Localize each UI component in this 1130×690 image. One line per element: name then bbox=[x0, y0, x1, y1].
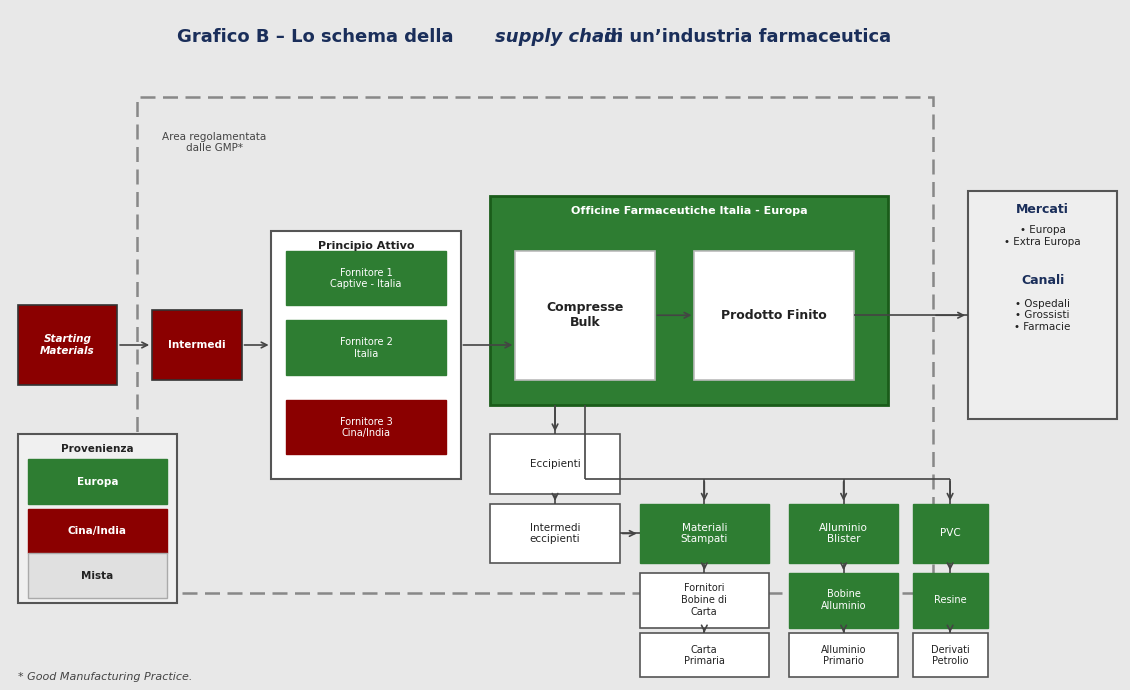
FancyBboxPatch shape bbox=[789, 504, 898, 563]
Text: Fornitore 2
Italia: Fornitore 2 Italia bbox=[339, 337, 392, 359]
FancyBboxPatch shape bbox=[490, 434, 619, 494]
FancyBboxPatch shape bbox=[515, 250, 654, 380]
Text: Area regolamentata
dalle GMP*: Area regolamentata dalle GMP* bbox=[162, 132, 267, 153]
Text: Cina/India: Cina/India bbox=[68, 526, 127, 537]
Text: supply chain: supply chain bbox=[495, 28, 624, 46]
Text: Fornitore 1
Captive - Italia: Fornitore 1 Captive - Italia bbox=[330, 268, 401, 289]
Text: Derivati
Petrolio: Derivati Petrolio bbox=[931, 644, 970, 667]
Text: Mista: Mista bbox=[81, 571, 113, 581]
Text: di un’industria farmaceutica: di un’industria farmaceutica bbox=[598, 28, 890, 46]
Text: Intermedi: Intermedi bbox=[168, 340, 226, 350]
Text: Prodotto Finito: Prodotto Finito bbox=[721, 308, 827, 322]
FancyBboxPatch shape bbox=[18, 434, 177, 603]
Text: Officine Farmaceutiche Italia - Europa: Officine Farmaceutiche Italia - Europa bbox=[571, 206, 808, 216]
FancyBboxPatch shape bbox=[694, 250, 853, 380]
FancyBboxPatch shape bbox=[27, 459, 167, 504]
Text: • Ospedali
• Grossisti
• Farmacie: • Ospedali • Grossisti • Farmacie bbox=[1015, 299, 1071, 332]
FancyBboxPatch shape bbox=[286, 320, 445, 375]
FancyBboxPatch shape bbox=[153, 310, 242, 380]
Text: PVC: PVC bbox=[940, 529, 960, 538]
FancyBboxPatch shape bbox=[490, 196, 888, 404]
Text: Fornitori
Bobine di
Carta: Fornitori Bobine di Carta bbox=[681, 583, 728, 617]
Text: Mercati: Mercati bbox=[1016, 203, 1069, 215]
FancyBboxPatch shape bbox=[913, 633, 988, 678]
FancyBboxPatch shape bbox=[640, 633, 770, 678]
FancyBboxPatch shape bbox=[18, 305, 118, 385]
Text: Resine: Resine bbox=[933, 595, 966, 605]
Text: Materiali
Stampati: Materiali Stampati bbox=[680, 522, 728, 544]
FancyBboxPatch shape bbox=[490, 504, 619, 563]
FancyBboxPatch shape bbox=[968, 191, 1118, 420]
FancyBboxPatch shape bbox=[286, 250, 445, 305]
Text: Europa: Europa bbox=[77, 477, 118, 487]
Text: Starting
Materials: Starting Materials bbox=[41, 334, 95, 356]
FancyBboxPatch shape bbox=[27, 553, 167, 598]
Text: * Good Manufacturing Practice.: * Good Manufacturing Practice. bbox=[18, 672, 192, 682]
FancyBboxPatch shape bbox=[789, 633, 898, 678]
Text: Alluminio
Primario: Alluminio Primario bbox=[820, 644, 867, 667]
Text: Provenienza: Provenienza bbox=[61, 444, 133, 454]
FancyBboxPatch shape bbox=[286, 400, 445, 454]
Text: Alluminio
Blister: Alluminio Blister bbox=[819, 522, 868, 544]
FancyBboxPatch shape bbox=[789, 573, 898, 628]
Text: Fornitore 3
Cina/India: Fornitore 3 Cina/India bbox=[340, 417, 392, 438]
Text: Eccipienti: Eccipienti bbox=[530, 459, 581, 469]
Text: Carta
Primaria: Carta Primaria bbox=[684, 644, 724, 667]
FancyBboxPatch shape bbox=[913, 573, 988, 628]
Text: Compresse
Bulk: Compresse Bulk bbox=[546, 302, 624, 329]
Text: Principio Attivo: Principio Attivo bbox=[318, 241, 415, 250]
FancyBboxPatch shape bbox=[640, 573, 770, 628]
Text: Canali: Canali bbox=[1022, 274, 1064, 287]
Text: • Europa
• Extra Europa: • Europa • Extra Europa bbox=[1005, 225, 1081, 247]
FancyBboxPatch shape bbox=[271, 231, 461, 479]
FancyBboxPatch shape bbox=[913, 504, 988, 563]
Text: Grafico B – Lo schema della: Grafico B – Lo schema della bbox=[177, 28, 460, 46]
Text: Intermedi
eccipienti: Intermedi eccipienti bbox=[530, 522, 581, 544]
FancyBboxPatch shape bbox=[27, 509, 167, 553]
FancyBboxPatch shape bbox=[640, 504, 770, 563]
Text: Bobine
Alluminio: Bobine Alluminio bbox=[820, 589, 867, 611]
